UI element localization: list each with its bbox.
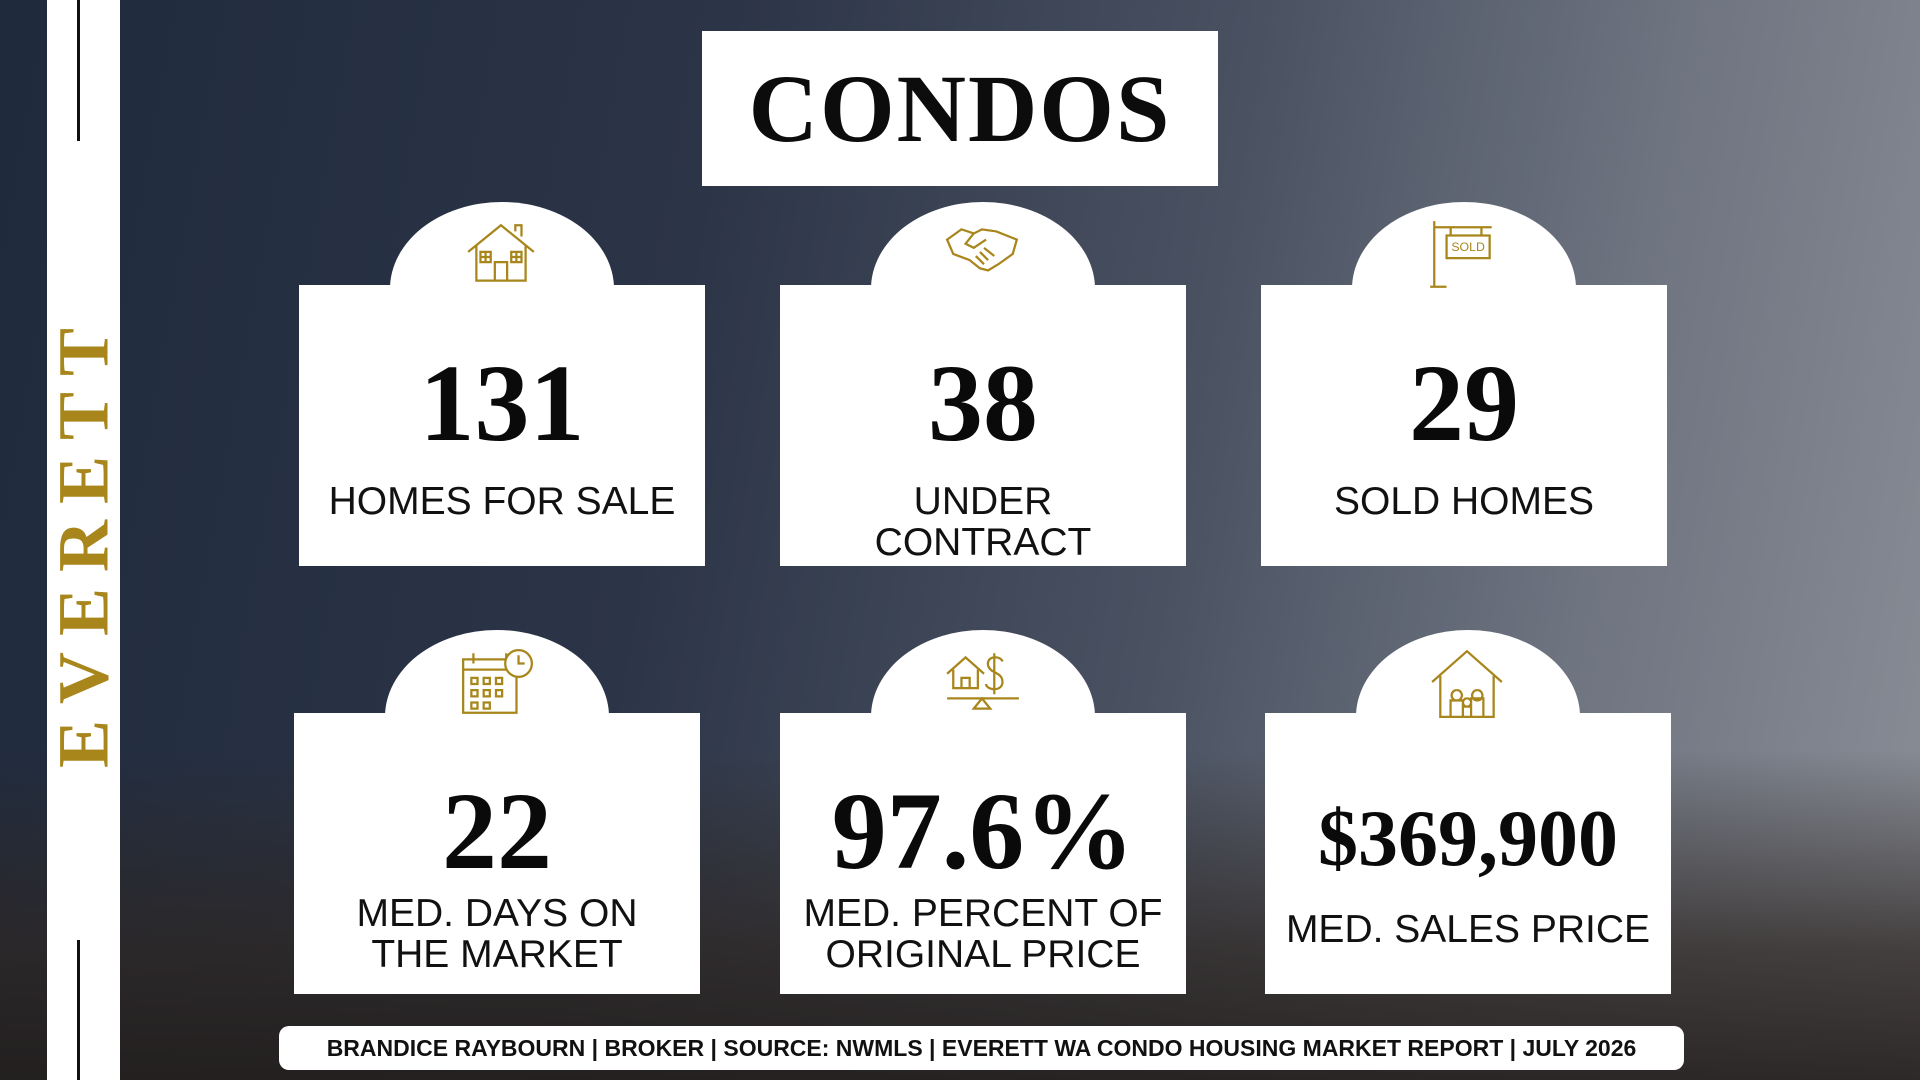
stat-card: 38 UNDER CONTRACT <box>780 202 1186 566</box>
divider-line <box>77 0 80 141</box>
stat-label: MED. PERCENT OF ORIGINAL PRICE <box>803 892 1163 976</box>
card-arch <box>871 202 1095 342</box>
stat-value: $369,900 <box>1318 795 1618 883</box>
stat-label: MED. SALES PRICE <box>1285 908 1651 951</box>
card-icon <box>945 228 1019 272</box>
card-icon <box>462 649 533 714</box>
stat-label: SOLD HOMES <box>1333 480 1595 523</box>
side-strip <box>47 0 120 1080</box>
title: CONDOS <box>748 55 1172 162</box>
card-arch <box>385 630 609 770</box>
card-icon <box>1431 649 1503 718</box>
stat-card: 131 HOMES FOR SALE <box>299 202 705 566</box>
side-label: EVERETT <box>43 311 124 769</box>
stat-label: HOMES FOR SALE <box>328 480 676 523</box>
stat-card: SOLD 29 SOLD HOMES <box>1261 202 1667 566</box>
stat-value: 131 <box>419 342 585 464</box>
card-icon <box>467 223 535 282</box>
stat-card: $369,900 MED. SALES PRICE <box>1265 630 1671 994</box>
footer: BRANDICE RAYBOURN | BROKER | SOURCE: NWM… <box>279 1026 1684 1070</box>
divider-line <box>77 940 80 1080</box>
card-icon: SOLD <box>1430 221 1492 288</box>
stat-card: 97.6% MED. PERCENT OF ORIGINAL PRICE <box>780 630 1186 994</box>
stat-label: MED. DAYS ON THE MARKET <box>356 892 638 976</box>
stat-value: 29 <box>1409 342 1519 464</box>
stat-label: UNDER CONTRACT <box>874 480 1092 564</box>
stat-value: 38 <box>928 342 1038 464</box>
svg-text:SOLD: SOLD <box>1451 240 1485 254</box>
stat-value: 22 <box>442 770 552 892</box>
card-arch <box>1352 202 1576 342</box>
stat-card: 22 MED. DAYS ON THE MARKET <box>294 630 700 994</box>
title-box: CONDOS <box>702 31 1218 186</box>
card-icon <box>946 653 1019 710</box>
stat-value: 97.6% <box>831 770 1135 892</box>
